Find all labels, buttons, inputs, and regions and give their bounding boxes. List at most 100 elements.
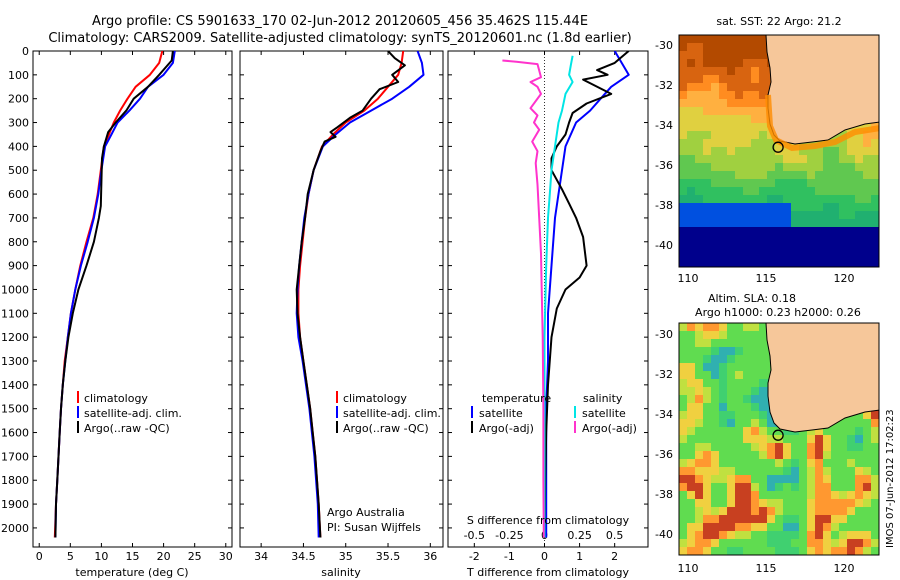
map-cell	[831, 459, 839, 467]
map-cell	[743, 187, 751, 195]
map-cell	[735, 91, 743, 99]
map-cell	[711, 171, 719, 179]
map-cell	[855, 203, 863, 211]
map-cell	[711, 91, 719, 99]
map-cell	[751, 411, 759, 419]
map-cell	[791, 515, 799, 523]
map-cell	[687, 203, 695, 211]
map-cell	[735, 251, 743, 259]
map-cell	[839, 507, 847, 515]
map-cell	[687, 107, 695, 115]
map-cell	[735, 83, 743, 91]
map-cell	[815, 523, 823, 531]
map-cell	[767, 483, 775, 491]
map-cell	[679, 243, 687, 251]
map-cell	[679, 115, 687, 123]
map-cell	[815, 483, 823, 491]
map-cell	[871, 259, 879, 267]
map-cell	[743, 371, 751, 379]
map-cell	[783, 147, 791, 155]
map-cell	[703, 43, 711, 51]
map-cell	[687, 75, 695, 83]
sst-map-ytick: -36	[655, 159, 673, 172]
xtick-label: 34.5	[291, 550, 316, 563]
map-cell	[743, 539, 751, 547]
map-cell	[695, 435, 703, 443]
map-cell	[863, 507, 871, 515]
legend-label-satellite: satellite-adj. clim.	[84, 407, 182, 420]
ytick-label: 300	[8, 117, 29, 130]
map-cell	[847, 523, 855, 531]
map-cell	[863, 459, 871, 467]
map-cell	[703, 203, 711, 211]
map-cell	[751, 107, 759, 115]
map-cell	[871, 451, 879, 459]
map-cell	[751, 435, 759, 443]
map-cell	[775, 443, 783, 451]
legend-label-s-argo: Argo(-adj)	[582, 422, 637, 435]
map-cell	[807, 227, 815, 235]
map-cell	[767, 523, 775, 531]
difference-ticks: -2 -1 0 1 2-0.5 -0.25 0 0.25 0.5	[448, 50, 648, 563]
map-cell	[863, 427, 871, 435]
map-cell	[855, 139, 863, 147]
map-cell	[863, 467, 871, 475]
map-cell	[799, 491, 807, 499]
map-cell	[831, 187, 839, 195]
map-cell	[871, 155, 879, 163]
map-cell	[871, 171, 879, 179]
map-cell	[815, 235, 823, 243]
map-cell	[775, 547, 783, 555]
map-cell	[687, 259, 695, 267]
map-cell	[679, 59, 687, 67]
map-cell	[703, 227, 711, 235]
map-cell	[743, 211, 751, 219]
map-cell	[791, 483, 799, 491]
map-cell	[847, 531, 855, 539]
map-cell	[751, 235, 759, 243]
map-cell	[687, 459, 695, 467]
map-cell	[679, 67, 687, 75]
ytick-label: 1100	[1, 307, 29, 320]
map-cell	[679, 83, 687, 91]
map-cell	[775, 515, 783, 523]
map-cell	[791, 243, 799, 251]
map-cell	[703, 475, 711, 483]
map-cell	[703, 91, 711, 99]
map-cell	[695, 179, 703, 187]
map-cell	[727, 323, 735, 331]
map-cell	[679, 35, 687, 43]
map-cell	[855, 435, 863, 443]
map-cell	[743, 427, 751, 435]
map-cell	[727, 523, 735, 531]
map-cell	[863, 179, 871, 187]
map-cell	[759, 323, 767, 331]
map-cell	[679, 483, 687, 491]
map-cell	[759, 515, 767, 523]
map-cell	[847, 235, 855, 243]
map-cell	[719, 83, 727, 91]
map-cell	[735, 475, 743, 483]
map-cell	[735, 227, 743, 235]
map-cell	[679, 499, 687, 507]
map-cell	[735, 443, 743, 451]
map-cell	[815, 531, 823, 539]
map-cell	[679, 259, 687, 267]
map-cell	[711, 75, 719, 83]
map-cell	[751, 75, 759, 83]
map-cell	[775, 523, 783, 531]
map-cell	[695, 483, 703, 491]
map-cell	[767, 235, 775, 243]
map-cell	[719, 451, 727, 459]
map-cell	[743, 523, 751, 531]
map-cell	[695, 331, 703, 339]
map-cell	[759, 547, 767, 555]
map-cell	[863, 203, 871, 211]
map-cell	[759, 195, 767, 203]
map-cell	[759, 451, 767, 459]
map-cell	[727, 547, 735, 555]
map-cell	[719, 459, 727, 467]
map-cell	[871, 475, 879, 483]
map-cell	[687, 211, 695, 219]
map-cell	[799, 547, 807, 555]
